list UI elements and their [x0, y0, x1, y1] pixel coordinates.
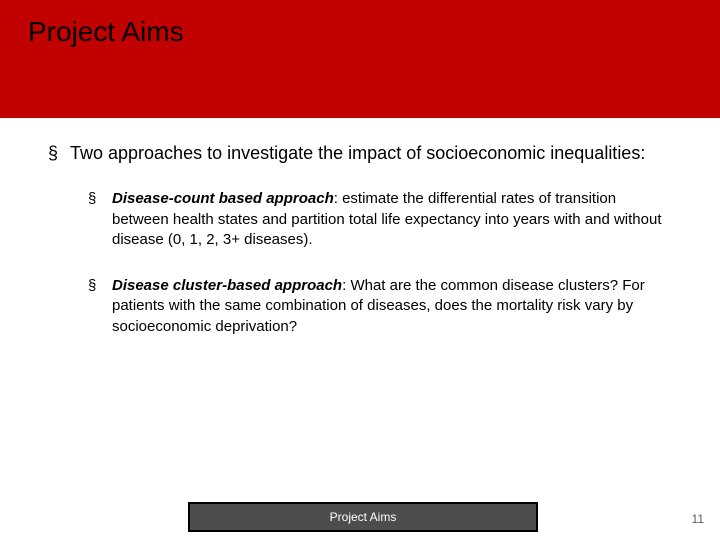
slide-title: Project Aims	[28, 16, 692, 48]
bullet-main: § Two approaches to investigate the impa…	[48, 142, 672, 165]
sub-bullet-1-text: Disease-count based approach: estimate t…	[112, 189, 672, 250]
bullet-marker-icon: §	[88, 276, 112, 337]
sub-bullet-2-label: Disease cluster-based approach	[112, 277, 342, 294]
slide: Project Aims § Two approaches to investi…	[0, 0, 720, 540]
slide-body: § Two approaches to investigate the impa…	[0, 118, 720, 337]
sub-bullet-1-label: Disease-count based approach	[112, 190, 334, 207]
bullet-main-text: Two approaches to investigate the impact…	[70, 142, 645, 165]
page-number: 11	[692, 512, 704, 526]
sub-bullet-2: § Disease cluster-based approach: What a…	[88, 276, 672, 337]
footer-band: Project Aims	[188, 502, 538, 532]
sub-bullet-1: § Disease-count based approach: estimate…	[88, 189, 672, 250]
sub-bullet-2-text: Disease cluster-based approach: What are…	[112, 276, 672, 337]
bullet-marker-icon: §	[48, 142, 70, 165]
title-bar: Project Aims	[0, 0, 720, 118]
bullet-marker-icon: §	[88, 189, 112, 250]
footer-label: Project Aims	[330, 510, 397, 524]
